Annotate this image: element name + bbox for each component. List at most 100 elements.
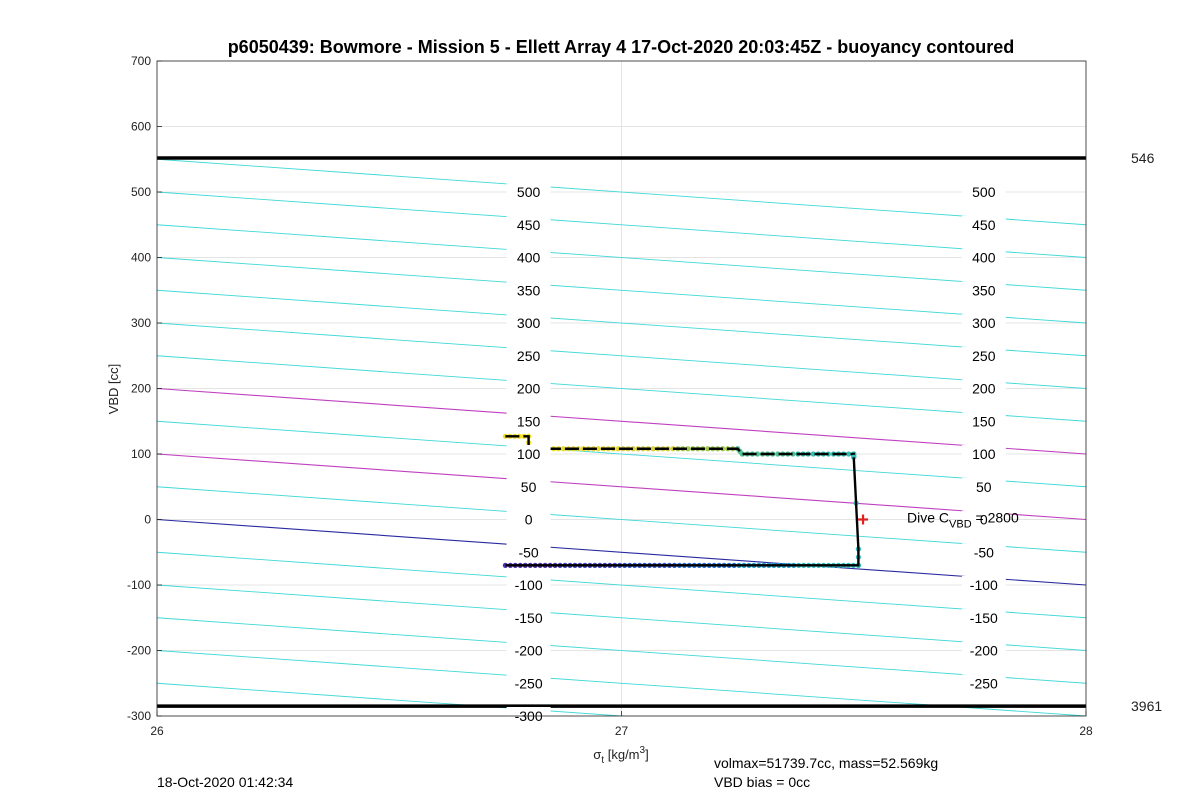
contour-label-middle-15: -250: [515, 675, 543, 691]
contour-label-middle-bg-13: [506, 608, 551, 627]
dive-cvbd-label-sub: VBD: [949, 519, 972, 531]
x-tick-label-0: 26: [150, 724, 164, 738]
contour-label-middle-bg-12: [506, 576, 551, 594]
contour-label-right-5: 250: [972, 348, 996, 364]
contour-label-middle-3: 350: [517, 282, 541, 298]
contour-line-8: [157, 486, 1086, 553]
x-axis-label-exp: 3: [640, 745, 646, 756]
contour-label-middle-11: -50: [518, 544, 538, 560]
contour-label-right-bg-14: [961, 641, 1006, 660]
reference-lines: [157, 156, 1086, 708]
series-climb-point-4-7: [775, 451, 781, 457]
contour-line-2: [157, 682, 628, 716]
contour-line-16: [157, 224, 1086, 291]
contour-label-right-bg-8: [961, 445, 1006, 463]
contour-label-middle-6: 200: [517, 381, 541, 397]
contour-label-middle-bg-9: [506, 477, 551, 496]
y-tick-label-5: 200: [131, 382, 151, 396]
contour-line-5: [157, 584, 1086, 651]
contour-label-right-bg-7: [961, 412, 1006, 431]
contour-label-middle-9: 50: [521, 479, 537, 495]
contour-label-right-13: -150: [970, 610, 998, 626]
contour-label-middle-12: -100: [515, 577, 543, 593]
contour-label-right-14: -200: [970, 643, 998, 659]
contour-label-middle-bg-7: [506, 412, 551, 431]
contour-line-10: [157, 420, 1086, 488]
y-tick-label-4: 100: [131, 447, 151, 461]
contour-line-11: [157, 387, 1086, 455]
contour-label-middle-10: 0: [525, 512, 533, 528]
contour-label-right-bg-5: [961, 346, 1006, 365]
contour-line-9: [157, 453, 1086, 521]
footer-vbd-bias: VBD bias = 0cc: [714, 774, 810, 790]
contour-label-middle-1: 450: [517, 217, 541, 233]
contour-label-right-bg-1: [961, 215, 1006, 234]
contour-label-middle-bg-5: [506, 346, 551, 365]
y-tick-label-9: 600: [131, 120, 151, 134]
series-climb-point-4-21: [846, 451, 852, 457]
contour-label-right-bg-6: [961, 379, 1006, 398]
series-climb-point-2-36: [705, 446, 711, 452]
contour-label-right-12: -100: [970, 577, 998, 593]
series-climb-point-2-21: [630, 446, 636, 452]
x-axis-label: σt [kg/m3]: [593, 745, 648, 766]
contour-line-6: [157, 551, 1086, 619]
contour-label-right-bg-2: [961, 248, 1006, 267]
contour-label-right-3: 350: [972, 282, 996, 298]
reference-line-label-1: 3961: [1131, 698, 1162, 714]
contour-label-right-bg-10: [961, 510, 1006, 529]
series-climb-point-2-14: [595, 446, 601, 452]
y-tick-label-3: 0: [144, 513, 151, 527]
contour-label-right-1: 450: [972, 217, 996, 233]
y-tick-label-2: -100: [127, 578, 151, 592]
dive-cvbd-label-prefix: Dive C: [907, 510, 949, 526]
contour-line-15: [157, 257, 1086, 324]
contour-label-middle-4: 300: [517, 315, 541, 331]
contour-label-middle-bg-8: [506, 445, 551, 463]
y-tick-label-10: 700: [131, 54, 151, 68]
contour-line-18: [157, 158, 1086, 226]
marker-layer: Dive CVBD = 2800: [858, 510, 1019, 531]
contour-label-right-bg-13: [961, 608, 1006, 627]
buoyancy-contours: [157, 158, 1086, 716]
contour-label-middle-bg-0: [506, 183, 551, 201]
y-tick-label-8: 500: [131, 185, 151, 199]
contour-label-right-4: 300: [972, 315, 996, 331]
series-climb-point-2-32: [685, 446, 691, 452]
contour-label-middle-bg-4: [506, 314, 551, 332]
contour-label-middle-bg-6: [506, 379, 551, 398]
y-tick-label-6: 300: [131, 316, 151, 330]
contour-label-middle-bg-2: [506, 248, 551, 267]
chart-title: p6050439: Bowmore - Mission 5 - Ellett A…: [228, 37, 1015, 57]
contour-line-17: [157, 191, 1086, 258]
series-climb-point-2-25: [650, 446, 656, 452]
reference-line-labels: 546 3961: [1131, 150, 1162, 714]
contour-label-middle-2: 400: [517, 250, 541, 266]
contour-label-middle-5: 250: [517, 348, 541, 364]
y-tick-label-0: -300: [127, 709, 151, 723]
contour-line-12: [157, 355, 1086, 422]
contour-label-middle-bg-14: [506, 641, 551, 660]
contour-label-middle-bg-10: [506, 510, 551, 529]
contour-label-middle-bg-11: [506, 543, 551, 562]
dive-cvbd-label: Dive CVBD = 2800: [907, 510, 1019, 531]
contour-line-7: [157, 518, 1086, 586]
contour-label-right-0: 500: [972, 184, 996, 200]
y-tick-label-1: -200: [127, 644, 151, 658]
footer-volmax-mass: volmax=51739.7cc, mass=52.569kg: [714, 755, 938, 771]
x-tick-label-2: 28: [1079, 724, 1093, 738]
x-axis-label-units: [kg/m: [604, 747, 639, 762]
series-climb-point-4-10: [790, 451, 796, 457]
contour-label-right-bg-3: [961, 281, 1006, 300]
contour-line-13: [157, 322, 1086, 389]
glider-trajectory: [502, 433, 861, 568]
series-climb-line-0: [505, 435, 855, 458]
x-axis-label-sub: t: [601, 755, 604, 766]
contour-label-middle-0: 500: [517, 184, 541, 200]
contour-line-14: [157, 289, 1086, 357]
contour-label-right-9: 50: [976, 479, 992, 495]
contour-label-right-bg-15: [961, 674, 1006, 693]
contour-label-right-bg-4: [961, 314, 1006, 332]
y-axis-label: VBD [cc]: [106, 364, 121, 415]
contour-label-middle-8: 100: [517, 446, 541, 462]
